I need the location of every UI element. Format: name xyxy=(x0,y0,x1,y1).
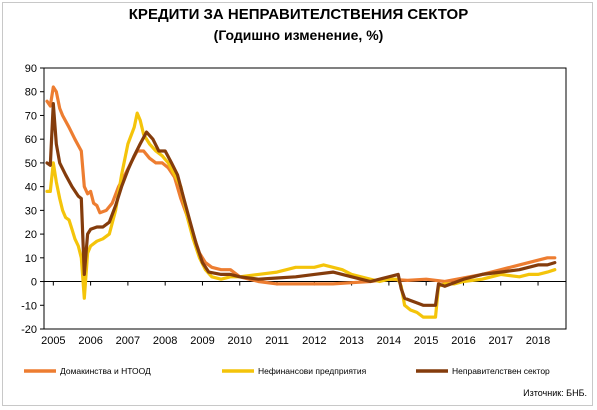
y-tick-label: 90 xyxy=(25,63,37,75)
chart-subtitle: (Годишно изменение, %) xyxy=(213,27,384,43)
y-tick-label: 10 xyxy=(25,253,37,265)
legend-label-1: Домакинства и НТООД xyxy=(60,366,151,376)
legend-label-2: Нефинансови предприятия xyxy=(258,366,367,376)
x-tick-label: 2014 xyxy=(377,335,401,347)
series-layer xyxy=(45,85,557,319)
x-tick-label: 2015 xyxy=(414,335,438,347)
x-tick-label: 2010 xyxy=(228,335,252,347)
source-note: Източник: БНБ. xyxy=(523,388,587,398)
plot-area xyxy=(43,67,567,330)
y-tick-label: -10 xyxy=(21,300,37,312)
y-tick-label: -20 xyxy=(21,324,37,336)
series-line-3 xyxy=(45,102,557,307)
plot-border xyxy=(43,67,567,330)
legend-label-3: Неправителствен сектор xyxy=(452,366,550,376)
y-tick-label: 60 xyxy=(25,134,37,146)
x-tick-label: 2013 xyxy=(339,335,363,347)
y-tick-label: 50 xyxy=(25,158,37,170)
y-tick-label: 20 xyxy=(25,229,37,241)
chart-frame xyxy=(2,2,593,406)
y-tick-label: 80 xyxy=(25,87,37,99)
legend: Домакинства и НТООД Нефинансови предприят… xyxy=(24,366,550,376)
series-line-2 xyxy=(45,111,557,319)
y-tick-label: 30 xyxy=(25,205,37,217)
x-tick-label: 2017 xyxy=(489,335,513,347)
x-tick-label: 2008 xyxy=(153,335,177,347)
x-axis: 2005 2006 2007 2008 2009 2010 2011 2012 2013 2014… xyxy=(41,281,550,347)
x-tick-label: 2011 xyxy=(265,335,289,347)
x-tick-label: 2009 xyxy=(190,335,214,347)
y-tick-label: 0 xyxy=(31,277,37,289)
x-tick-label: 2012 xyxy=(302,335,326,347)
x-tick-label: 2016 xyxy=(451,335,475,347)
x-tick-label: 2005 xyxy=(41,335,65,347)
y-tick-label: 40 xyxy=(25,182,37,194)
x-tick-label: 2006 xyxy=(78,335,102,347)
chart-title: КРЕДИТИ ЗА НЕПРАВИТЕЛСТВЕНИЯ СЕКТОР xyxy=(128,6,469,23)
series-line-1 xyxy=(45,85,557,286)
x-tick-label: 2018 xyxy=(526,335,550,347)
x-tick-label: 2007 xyxy=(116,335,140,347)
y-axis: -20 -10 0 10 20 30 40 50 60 70 80 90 xyxy=(21,63,44,336)
y-tick-label: 70 xyxy=(25,110,37,122)
